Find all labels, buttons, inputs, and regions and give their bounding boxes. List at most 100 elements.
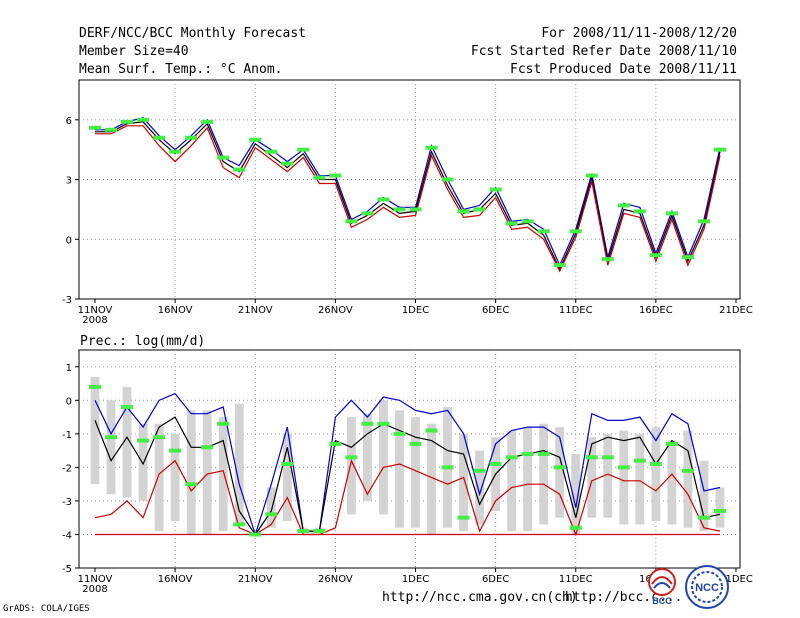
observed-marker	[105, 127, 118, 132]
bcc-logo-text: BCC	[652, 596, 672, 606]
observed-marker	[425, 428, 438, 433]
observed-marker	[377, 421, 390, 426]
observed-marker	[409, 207, 422, 212]
bcc-url-link[interactable]: http://bcc.c...	[565, 590, 683, 605]
observed-marker	[345, 219, 358, 224]
x-tick-label: 16NOV	[158, 574, 193, 585]
observed-marker	[489, 462, 502, 467]
y-tick-label: -5	[62, 564, 72, 575]
x-tick-label: 26NOV	[318, 574, 353, 585]
observed-marker	[569, 525, 582, 530]
x-tick-label: 1DEC	[402, 574, 429, 585]
x-tick-label: 21NOV	[238, 574, 273, 585]
observed-marker	[713, 147, 726, 152]
x-tick-label: 1DEC	[402, 305, 429, 316]
observed-marker	[537, 451, 550, 456]
observed-marker	[105, 435, 118, 440]
observed-marker	[585, 455, 598, 460]
spread-bar	[90, 376, 100, 485]
spread-bar	[266, 487, 276, 528]
y-tick-label: 1	[66, 363, 72, 374]
observed-marker	[633, 458, 646, 463]
observed-marker	[425, 145, 438, 150]
observed-marker	[233, 522, 246, 527]
observed-marker	[665, 211, 678, 216]
ensemble-min-line	[94, 458, 721, 537]
x-tick-label: 26NOV	[318, 305, 353, 316]
observed-marker	[281, 462, 294, 467]
observed-marker	[265, 149, 278, 154]
observed-marker	[489, 187, 502, 192]
x-tick-label: 6DEC	[482, 305, 509, 316]
spread-bar	[523, 427, 533, 532]
spread-bar	[571, 453, 581, 535]
ensemble-min-line	[95, 125, 721, 273]
precipitation-chart: 11NOV16NOV21NOV26NOV1DEC6DEC11DEC16DEC21…	[62, 349, 753, 595]
spread-bar	[683, 430, 693, 528]
observed-marker	[249, 532, 262, 537]
observed-marker	[601, 257, 614, 262]
observed-marker	[473, 468, 486, 473]
ncc-url-link[interactable]: http://ncc.cma.gov.cn(ch)	[382, 590, 578, 605]
spread-bar	[411, 417, 420, 528]
observed-marker	[137, 438, 150, 443]
member-size: Member Size=40	[79, 44, 189, 59]
observed-marker	[329, 441, 342, 446]
observed-marker	[281, 161, 294, 166]
x-tick-label: 11NOV	[78, 305, 113, 316]
observed-marker	[153, 435, 166, 440]
ensemble-max-line	[94, 392, 721, 537]
observed-marker	[537, 229, 550, 234]
observed-marker	[233, 167, 246, 172]
observed-marker	[505, 455, 518, 460]
observed-marker	[457, 209, 470, 214]
observed-marker	[185, 482, 198, 487]
y-tick-label: -1	[62, 430, 72, 441]
observed-marker	[521, 451, 534, 456]
precip-chart-title: Prec.: log(mm/d)	[80, 334, 205, 349]
ncc-logo-text: NCC	[695, 582, 719, 594]
observed-marker	[681, 468, 694, 473]
y-tick-label: 0	[66, 396, 72, 407]
observed-marker	[137, 117, 150, 122]
forecast-period: For 2008/11/11-2008/12/20	[541, 26, 737, 41]
spread-bar	[218, 417, 228, 532]
observed-marker	[217, 421, 230, 426]
spread-bar	[363, 413, 372, 501]
x-tick-label: 11NOV	[78, 574, 113, 585]
observed-marker	[585, 173, 598, 178]
spread-bar	[555, 427, 565, 518]
observed-marker	[697, 219, 710, 224]
grads-credit: GrADS: COLA/IGES	[3, 604, 90, 614]
observed-marker	[169, 448, 182, 453]
observed-marker	[617, 465, 630, 470]
spread-bar	[170, 433, 180, 522]
spread-bar	[346, 417, 356, 515]
observed-marker	[297, 147, 310, 152]
observed-marker	[89, 125, 101, 130]
observed-marker	[505, 221, 518, 226]
spread-bar	[715, 487, 725, 528]
spread-bar	[282, 433, 292, 522]
spread-bar	[603, 433, 613, 518]
observed-marker	[265, 512, 278, 517]
observed-marker	[185, 135, 198, 140]
x-tick-label: 11DEC	[559, 305, 593, 316]
observed-marker	[313, 529, 326, 534]
spread-bar	[106, 400, 116, 495]
observed-marker	[441, 465, 454, 470]
observed-marker	[441, 177, 454, 182]
observed-marker	[649, 462, 662, 467]
x-tick-label: 16DEC	[639, 305, 673, 316]
spread-bar	[651, 427, 661, 522]
x-tick-label: 21NOV	[238, 305, 273, 316]
observed-marker	[169, 149, 182, 154]
observed-marker	[361, 211, 374, 216]
x-tick-label: 16NOV	[158, 305, 193, 316]
spread-bar	[475, 450, 485, 525]
observed-marker	[473, 207, 486, 212]
spread-bar	[539, 423, 549, 525]
observed-marker	[633, 209, 646, 214]
spread-bar	[619, 430, 629, 525]
